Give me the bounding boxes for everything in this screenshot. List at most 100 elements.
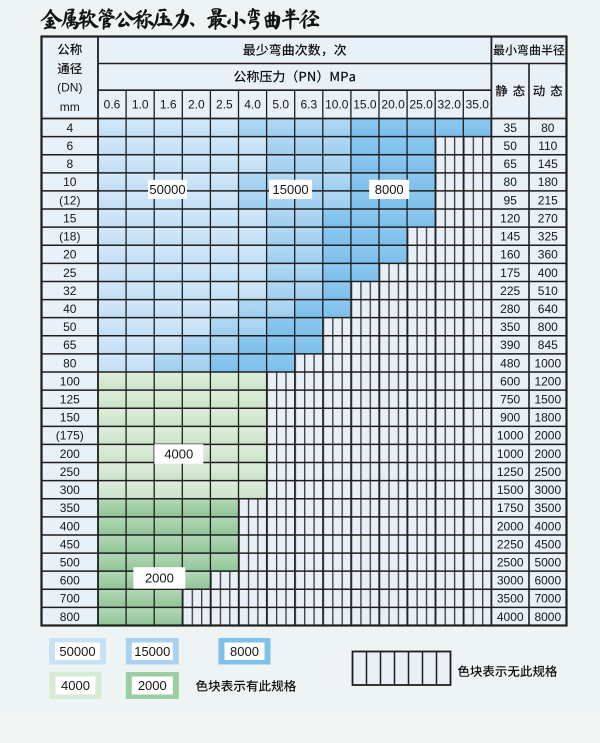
svg-text:4000: 4000	[497, 610, 524, 624]
svg-text:3500: 3500	[534, 501, 561, 515]
svg-text:25.0: 25.0	[409, 98, 433, 112]
svg-text:145: 145	[500, 230, 520, 244]
svg-text:4000: 4000	[534, 519, 561, 533]
svg-text:50: 50	[504, 139, 518, 153]
svg-text:640: 640	[538, 302, 558, 316]
svg-text:10: 10	[63, 175, 77, 189]
svg-text:100: 100	[60, 374, 80, 388]
svg-text:600: 600	[500, 374, 520, 388]
svg-text:50000: 50000	[59, 644, 95, 659]
svg-text:500: 500	[60, 556, 80, 570]
svg-text:35: 35	[504, 121, 518, 135]
svg-text:32.0: 32.0	[438, 98, 462, 112]
svg-text:15000: 15000	[273, 182, 309, 197]
svg-text:280: 280	[500, 302, 520, 316]
svg-text:15.0: 15.0	[353, 98, 377, 112]
svg-text:2000: 2000	[145, 571, 174, 586]
svg-text:2000: 2000	[534, 429, 561, 443]
svg-text:180: 180	[538, 175, 558, 189]
svg-text:450: 450	[60, 537, 80, 551]
svg-text:1200: 1200	[534, 374, 561, 388]
svg-text:120: 120	[500, 211, 520, 225]
svg-text:1.6: 1.6	[160, 98, 177, 112]
svg-text:20: 20	[63, 248, 77, 262]
svg-text:5.0: 5.0	[272, 98, 289, 112]
svg-text:25: 25	[63, 266, 77, 280]
svg-text:160: 160	[500, 248, 520, 262]
svg-text:325: 325	[538, 230, 558, 244]
svg-text:40: 40	[63, 302, 77, 316]
svg-text:6: 6	[66, 139, 73, 153]
svg-text:4: 4	[66, 121, 73, 135]
svg-text:200: 200	[60, 447, 80, 461]
svg-text:1500: 1500	[497, 483, 524, 497]
svg-text:350: 350	[500, 320, 520, 334]
svg-text:900: 900	[500, 411, 520, 425]
svg-text:80: 80	[541, 121, 555, 135]
svg-text:4500: 4500	[534, 537, 561, 551]
svg-text:750: 750	[500, 393, 520, 407]
svg-text:270: 270	[538, 211, 558, 225]
svg-text:15: 15	[63, 211, 77, 225]
svg-text:400: 400	[538, 266, 558, 280]
svg-text:110: 110	[538, 139, 557, 153]
svg-text:150: 150	[60, 411, 80, 425]
svg-text:10.0: 10.0	[325, 98, 349, 112]
svg-text:300: 300	[60, 483, 80, 497]
svg-text:2000: 2000	[138, 678, 167, 693]
svg-text:2000: 2000	[534, 447, 561, 461]
svg-text:700: 700	[60, 592, 80, 606]
svg-text:2.0: 2.0	[188, 98, 205, 112]
svg-text:1000: 1000	[497, 429, 524, 443]
svg-text:5000: 5000	[534, 556, 561, 570]
svg-text:215: 215	[538, 193, 558, 207]
svg-text:32: 32	[63, 284, 77, 298]
svg-text:845: 845	[538, 338, 558, 352]
svg-text:2.5: 2.5	[216, 98, 233, 112]
svg-text:50: 50	[63, 320, 77, 334]
svg-text:8: 8	[66, 157, 73, 171]
svg-text:mm: mm	[60, 100, 80, 114]
svg-text:3500: 3500	[497, 592, 524, 606]
svg-text:95: 95	[504, 193, 518, 207]
svg-text:4000: 4000	[61, 678, 90, 693]
svg-text:800: 800	[538, 320, 558, 334]
svg-text:15000: 15000	[134, 644, 170, 659]
svg-text:175: 175	[500, 266, 520, 280]
svg-text:600: 600	[60, 574, 80, 588]
svg-text:8000: 8000	[375, 182, 404, 197]
svg-text:50000: 50000	[149, 182, 185, 197]
svg-text:35.0: 35.0	[466, 98, 490, 112]
svg-text:400: 400	[60, 519, 80, 533]
svg-text:4.0: 4.0	[244, 98, 261, 112]
svg-text:(175): (175)	[56, 429, 84, 443]
svg-text:8000: 8000	[230, 644, 259, 659]
svg-text:(DN): (DN)	[57, 81, 82, 95]
svg-text:360: 360	[538, 248, 558, 262]
svg-text:2000: 2000	[497, 519, 524, 533]
svg-text:145: 145	[538, 157, 558, 171]
svg-text:3000: 3000	[534, 483, 561, 497]
svg-text:1500: 1500	[534, 393, 561, 407]
svg-text:7000: 7000	[534, 592, 561, 606]
svg-text:800: 800	[60, 610, 80, 624]
svg-text:0.6: 0.6	[104, 98, 121, 112]
svg-text:2500: 2500	[497, 556, 524, 570]
svg-text:6.3: 6.3	[300, 98, 317, 112]
svg-text:(18): (18)	[59, 230, 80, 244]
svg-text:350: 350	[60, 501, 80, 515]
svg-text:80: 80	[63, 356, 77, 370]
svg-text:80: 80	[504, 175, 518, 189]
svg-text:480: 480	[500, 356, 520, 370]
svg-text:225: 225	[500, 284, 520, 298]
svg-text:65: 65	[63, 338, 77, 352]
svg-text:(12): (12)	[59, 193, 80, 207]
svg-text:1000: 1000	[497, 447, 524, 461]
svg-text:510: 510	[538, 284, 558, 298]
svg-text:20.0: 20.0	[381, 98, 405, 112]
svg-text:3000: 3000	[497, 574, 524, 588]
svg-text:390: 390	[500, 338, 520, 352]
svg-text:8000: 8000	[534, 610, 561, 624]
svg-text:250: 250	[60, 465, 80, 479]
svg-text:6000: 6000	[534, 574, 561, 588]
